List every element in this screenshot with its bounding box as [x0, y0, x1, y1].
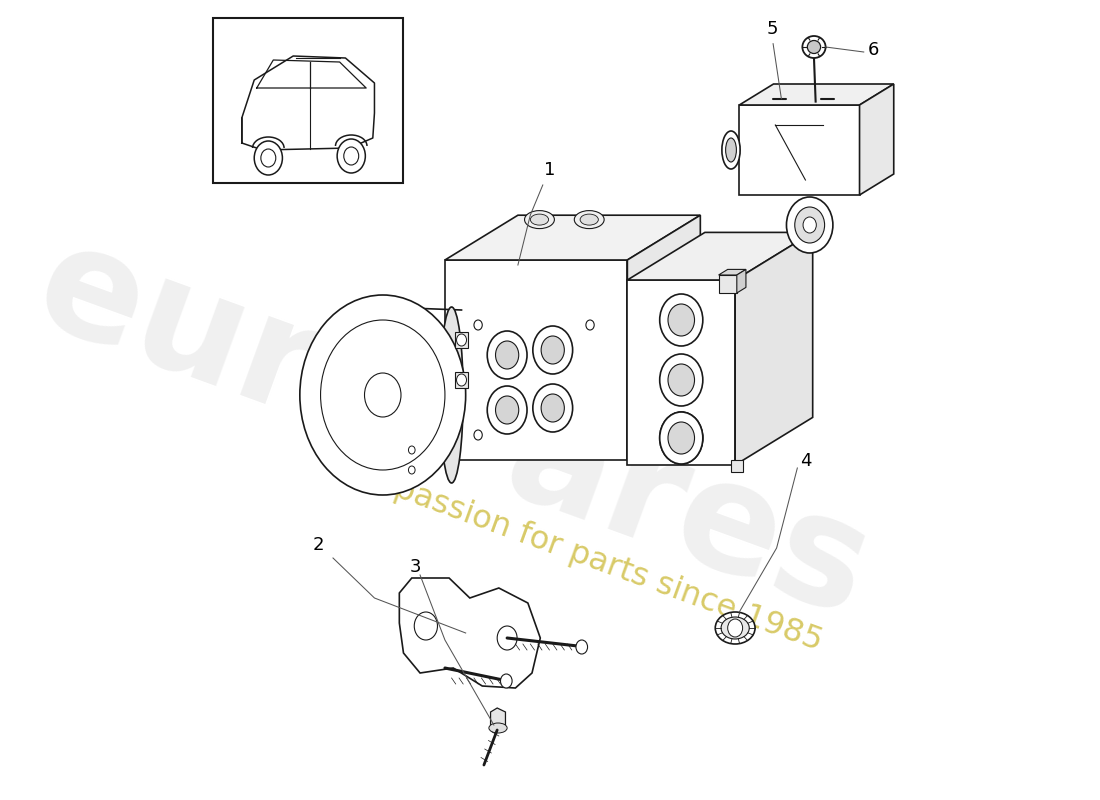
Text: euroPares: euroPares	[18, 210, 889, 650]
Circle shape	[803, 217, 816, 233]
Polygon shape	[739, 105, 859, 195]
Circle shape	[474, 430, 482, 440]
Polygon shape	[444, 260, 627, 460]
Circle shape	[337, 139, 365, 173]
Polygon shape	[399, 578, 540, 688]
Circle shape	[261, 149, 276, 167]
Circle shape	[495, 396, 519, 424]
Ellipse shape	[722, 131, 740, 169]
Circle shape	[415, 612, 438, 640]
Polygon shape	[718, 270, 746, 275]
Circle shape	[300, 295, 465, 495]
Ellipse shape	[807, 41, 821, 54]
Text: 6: 6	[868, 41, 879, 59]
Ellipse shape	[580, 214, 598, 225]
Circle shape	[408, 446, 415, 454]
Polygon shape	[627, 280, 735, 465]
Polygon shape	[737, 270, 746, 293]
Circle shape	[497, 626, 517, 650]
Text: a passion for parts since 1985: a passion for parts since 1985	[362, 463, 826, 657]
Circle shape	[668, 364, 694, 396]
Ellipse shape	[722, 617, 749, 639]
Circle shape	[474, 320, 482, 330]
Circle shape	[541, 336, 564, 364]
Text: 1: 1	[544, 161, 556, 179]
Circle shape	[532, 384, 573, 432]
Circle shape	[668, 422, 694, 454]
Circle shape	[500, 674, 513, 688]
Circle shape	[586, 320, 594, 330]
Circle shape	[532, 326, 573, 374]
Circle shape	[660, 412, 703, 464]
Ellipse shape	[440, 307, 463, 483]
Circle shape	[660, 354, 703, 406]
Polygon shape	[859, 84, 893, 195]
Ellipse shape	[488, 723, 507, 733]
Ellipse shape	[525, 210, 554, 229]
Circle shape	[660, 294, 703, 346]
Text: 5: 5	[767, 20, 778, 38]
Polygon shape	[627, 232, 813, 280]
Circle shape	[576, 640, 587, 654]
Circle shape	[364, 373, 402, 417]
Polygon shape	[739, 84, 893, 105]
Circle shape	[487, 386, 527, 434]
Circle shape	[795, 207, 825, 243]
Polygon shape	[444, 215, 701, 260]
Polygon shape	[627, 215, 701, 460]
Ellipse shape	[726, 138, 736, 162]
Circle shape	[495, 341, 519, 369]
Circle shape	[320, 320, 444, 470]
Text: 3: 3	[409, 558, 421, 576]
Circle shape	[456, 374, 466, 386]
Circle shape	[541, 394, 564, 422]
Ellipse shape	[715, 612, 755, 644]
Polygon shape	[718, 275, 737, 293]
Circle shape	[728, 619, 743, 637]
Ellipse shape	[530, 214, 549, 225]
Polygon shape	[491, 708, 506, 729]
Ellipse shape	[574, 210, 604, 229]
Polygon shape	[455, 332, 469, 348]
Circle shape	[786, 197, 833, 253]
Ellipse shape	[802, 36, 826, 58]
Bar	[732, 460, 744, 472]
Text: 2: 2	[312, 536, 323, 554]
Circle shape	[254, 141, 283, 175]
Circle shape	[408, 466, 415, 474]
Text: 4: 4	[800, 452, 812, 470]
Circle shape	[668, 304, 694, 336]
Circle shape	[344, 147, 359, 165]
Circle shape	[456, 334, 466, 346]
Circle shape	[660, 412, 703, 464]
Polygon shape	[735, 232, 813, 465]
Polygon shape	[455, 372, 469, 388]
Circle shape	[487, 331, 527, 379]
Bar	[212, 18, 404, 183]
